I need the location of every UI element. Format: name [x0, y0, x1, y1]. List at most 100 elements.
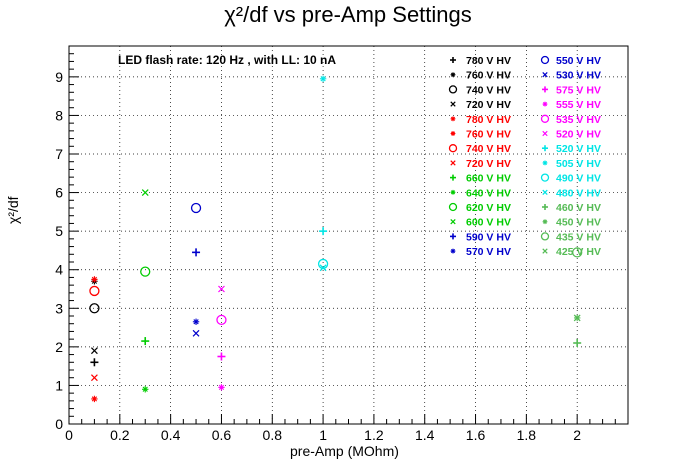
legend-label: 550 V HV: [556, 55, 601, 67]
legend-marker: [542, 248, 548, 254]
x-tick-label: 0: [65, 427, 73, 443]
data-point: [90, 374, 98, 382]
data-point: [216, 314, 227, 326]
legend-label: 780 V HV: [466, 114, 511, 126]
legend-marker: [540, 55, 550, 65]
data-point: [192, 329, 200, 337]
legend-label: 720 V HV: [466, 99, 511, 111]
legend-label: 535 V HV: [556, 114, 601, 126]
data-point: [572, 247, 583, 258]
y-tick-label: 2: [55, 339, 63, 355]
data-point: [141, 189, 149, 196]
data-point: [573, 314, 581, 322]
data-point: [192, 318, 200, 325]
x-tick-label: 1.2: [364, 427, 384, 443]
data-point: [141, 337, 150, 346]
y-tick-label: 9: [55, 69, 63, 85]
legend-label: 520 V HV: [556, 143, 601, 155]
y-tick-label: 6: [55, 185, 63, 201]
x-tick-label: 0.4: [161, 427, 181, 443]
legend-label: 460 V HV: [556, 202, 601, 214]
legend-marker: [542, 86, 548, 93]
legend-marker: [542, 219, 548, 225]
legend-label: 620 V HV: [466, 202, 511, 214]
legend-marker: [450, 131, 456, 136]
legend-marker: [450, 219, 456, 225]
data-point: [218, 285, 225, 293]
x-tick-label: 1.8: [517, 427, 537, 443]
legend-label: 760 V HV: [466, 70, 511, 82]
legend-label: 600 V HV: [466, 217, 511, 229]
data-point: [319, 264, 327, 272]
data-point: [89, 285, 100, 297]
x-tick-label: 1.4: [415, 427, 435, 443]
legend-marker: [542, 130, 548, 137]
legend-label: 450 V HV: [556, 217, 601, 229]
legend-label: 490 V HV: [556, 173, 601, 185]
legend-marker: [450, 101, 456, 107]
legend-marker: [542, 101, 548, 107]
data-point: [319, 75, 327, 82]
data-point: [90, 358, 99, 367]
legend-label: 570 V HV: [466, 246, 511, 258]
legend-label: 425 V HV: [556, 246, 601, 258]
legend-marker: [448, 202, 458, 212]
data-point: [192, 248, 201, 257]
y-tick-label: 5: [55, 223, 63, 239]
y-tick-label: 0: [55, 416, 63, 432]
data-point: [140, 266, 151, 277]
chart-annotation: LED flash rate: 120 Hz , with LL: 10 nA: [118, 53, 337, 67]
legend-label: 740 V HV: [466, 84, 511, 96]
legend-label: 760 V HV: [466, 129, 511, 141]
data-point: [89, 303, 100, 314]
legend-label: 435 V HV: [556, 231, 601, 243]
legend-marker: [450, 57, 456, 63]
legend-marker: [542, 145, 548, 152]
legend-marker: [450, 116, 456, 122]
legend-marker: [540, 173, 550, 182]
x-tick-label: 1: [319, 427, 327, 443]
legend-marker: [450, 160, 456, 166]
y-tick-label: 3: [55, 300, 63, 316]
x-tick-label: 2: [573, 427, 581, 443]
data-point: [218, 384, 225, 391]
legend-marker: [542, 72, 548, 78]
x-tick-label: 0.6: [212, 427, 232, 443]
legend-marker: [540, 232, 550, 241]
x-tick-label: 1.6: [466, 427, 486, 443]
legend-marker: [450, 189, 456, 195]
data-point: [217, 352, 226, 361]
data-point: [142, 386, 149, 393]
x-tick-label: 0.8: [263, 427, 283, 443]
legend-marker: [542, 189, 548, 195]
legend-label: 520 V HV: [556, 129, 601, 141]
legend-marker: [448, 144, 458, 153]
data-point: [573, 339, 582, 347]
legend-marker: [450, 174, 456, 181]
data-point: [90, 347, 98, 355]
data-point: [319, 227, 328, 236]
legend-marker: [540, 114, 550, 123]
legend-label: 720 V HV: [466, 158, 511, 170]
legend-label: 575 V HV: [556, 84, 601, 96]
chart-title: χ²/df vs pre-Amp Settings: [224, 2, 472, 27]
data-point: [91, 276, 98, 283]
data-point: [91, 395, 98, 403]
y-tick-label: 8: [55, 107, 63, 123]
legend-label: 555 V HV: [556, 99, 601, 111]
legend-label: 590 V HV: [466, 231, 511, 243]
data-point: [190, 202, 202, 214]
legend-label: 660 V HV: [466, 173, 511, 185]
legend-label: 780 V HV: [466, 55, 511, 67]
legend-marker: [542, 160, 548, 166]
legend-label: 505 V HV: [556, 158, 601, 170]
legend-label: 740 V HV: [466, 143, 511, 155]
legend-label: 640 V HV: [466, 187, 511, 199]
legend-marker: [450, 233, 456, 240]
legend-marker: [450, 248, 456, 254]
legend-marker: [450, 72, 456, 78]
legend-marker: [448, 85, 458, 94]
y-tick-label: 7: [55, 146, 63, 162]
y-tick-label: 4: [55, 262, 63, 278]
